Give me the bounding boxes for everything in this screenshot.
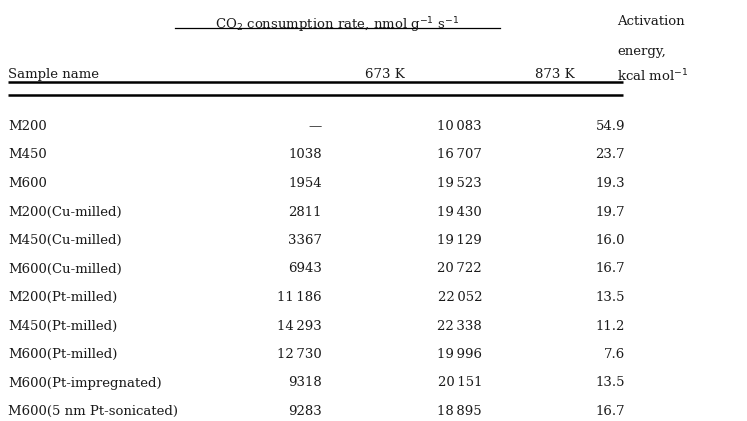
- Text: 7.6: 7.6: [604, 348, 625, 361]
- Text: 13.5: 13.5: [595, 291, 625, 304]
- Text: 873 K: 873 K: [535, 68, 574, 81]
- Text: 673 K: 673 K: [365, 68, 405, 81]
- Text: 16 707: 16 707: [437, 149, 482, 162]
- Text: 16.0: 16.0: [595, 234, 625, 247]
- Text: 20 722: 20 722: [438, 263, 482, 275]
- Text: —: —: [309, 120, 322, 133]
- Text: M200(Cu-milled): M200(Cu-milled): [8, 205, 122, 218]
- Text: 18 895: 18 895: [438, 405, 482, 418]
- Text: 16.7: 16.7: [595, 405, 625, 418]
- Text: 13.5: 13.5: [595, 376, 625, 389]
- Text: CO$_2$ consumption rate, nmol g$^{-1}$ s$^{-1}$: CO$_2$ consumption rate, nmol g$^{-1}$ s…: [215, 15, 459, 35]
- Text: 12 730: 12 730: [277, 348, 322, 361]
- Text: 54.9: 54.9: [595, 120, 625, 133]
- Text: 2811: 2811: [288, 205, 322, 218]
- Text: 3367: 3367: [288, 234, 322, 247]
- Text: 23.7: 23.7: [595, 149, 625, 162]
- Text: 19 129: 19 129: [437, 234, 482, 247]
- Text: M200(Pt-milled): M200(Pt-milled): [8, 291, 117, 304]
- Text: 14 293: 14 293: [277, 320, 322, 333]
- Text: 1038: 1038: [288, 149, 322, 162]
- Text: M450: M450: [8, 149, 47, 162]
- Text: M600: M600: [8, 177, 47, 190]
- Text: 22 338: 22 338: [437, 320, 482, 333]
- Text: 16.7: 16.7: [595, 263, 625, 275]
- Text: 6943: 6943: [288, 263, 322, 275]
- Text: 11 186: 11 186: [277, 291, 322, 304]
- Text: 19.7: 19.7: [595, 205, 625, 218]
- Text: M600(Pt-impregnated): M600(Pt-impregnated): [8, 376, 161, 389]
- Text: 10 083: 10 083: [438, 120, 482, 133]
- Text: Sample name: Sample name: [8, 68, 99, 81]
- Text: Activation: Activation: [617, 15, 684, 28]
- Text: kcal mol$^{-1}$: kcal mol$^{-1}$: [617, 68, 689, 85]
- Text: M600(Pt-milled): M600(Pt-milled): [8, 348, 117, 361]
- Text: M450(Pt-milled): M450(Pt-milled): [8, 320, 117, 333]
- Text: 9318: 9318: [288, 376, 322, 389]
- Text: energy,: energy,: [617, 45, 666, 58]
- Text: 9283: 9283: [288, 405, 322, 418]
- Text: 19 996: 19 996: [437, 348, 482, 361]
- Text: 20 151: 20 151: [438, 376, 482, 389]
- Text: 11.2: 11.2: [595, 320, 625, 333]
- Text: 1954: 1954: [288, 177, 322, 190]
- Text: 19 523: 19 523: [437, 177, 482, 190]
- Text: 19 430: 19 430: [437, 205, 482, 218]
- Text: M200: M200: [8, 120, 47, 133]
- Text: 22 052: 22 052: [438, 291, 482, 304]
- Text: M600(5 nm Pt-sonicated): M600(5 nm Pt-sonicated): [8, 405, 178, 418]
- Text: M450(Cu-milled): M450(Cu-milled): [8, 234, 122, 247]
- Text: M600(Cu-milled): M600(Cu-milled): [8, 263, 122, 275]
- Text: 19.3: 19.3: [595, 177, 625, 190]
